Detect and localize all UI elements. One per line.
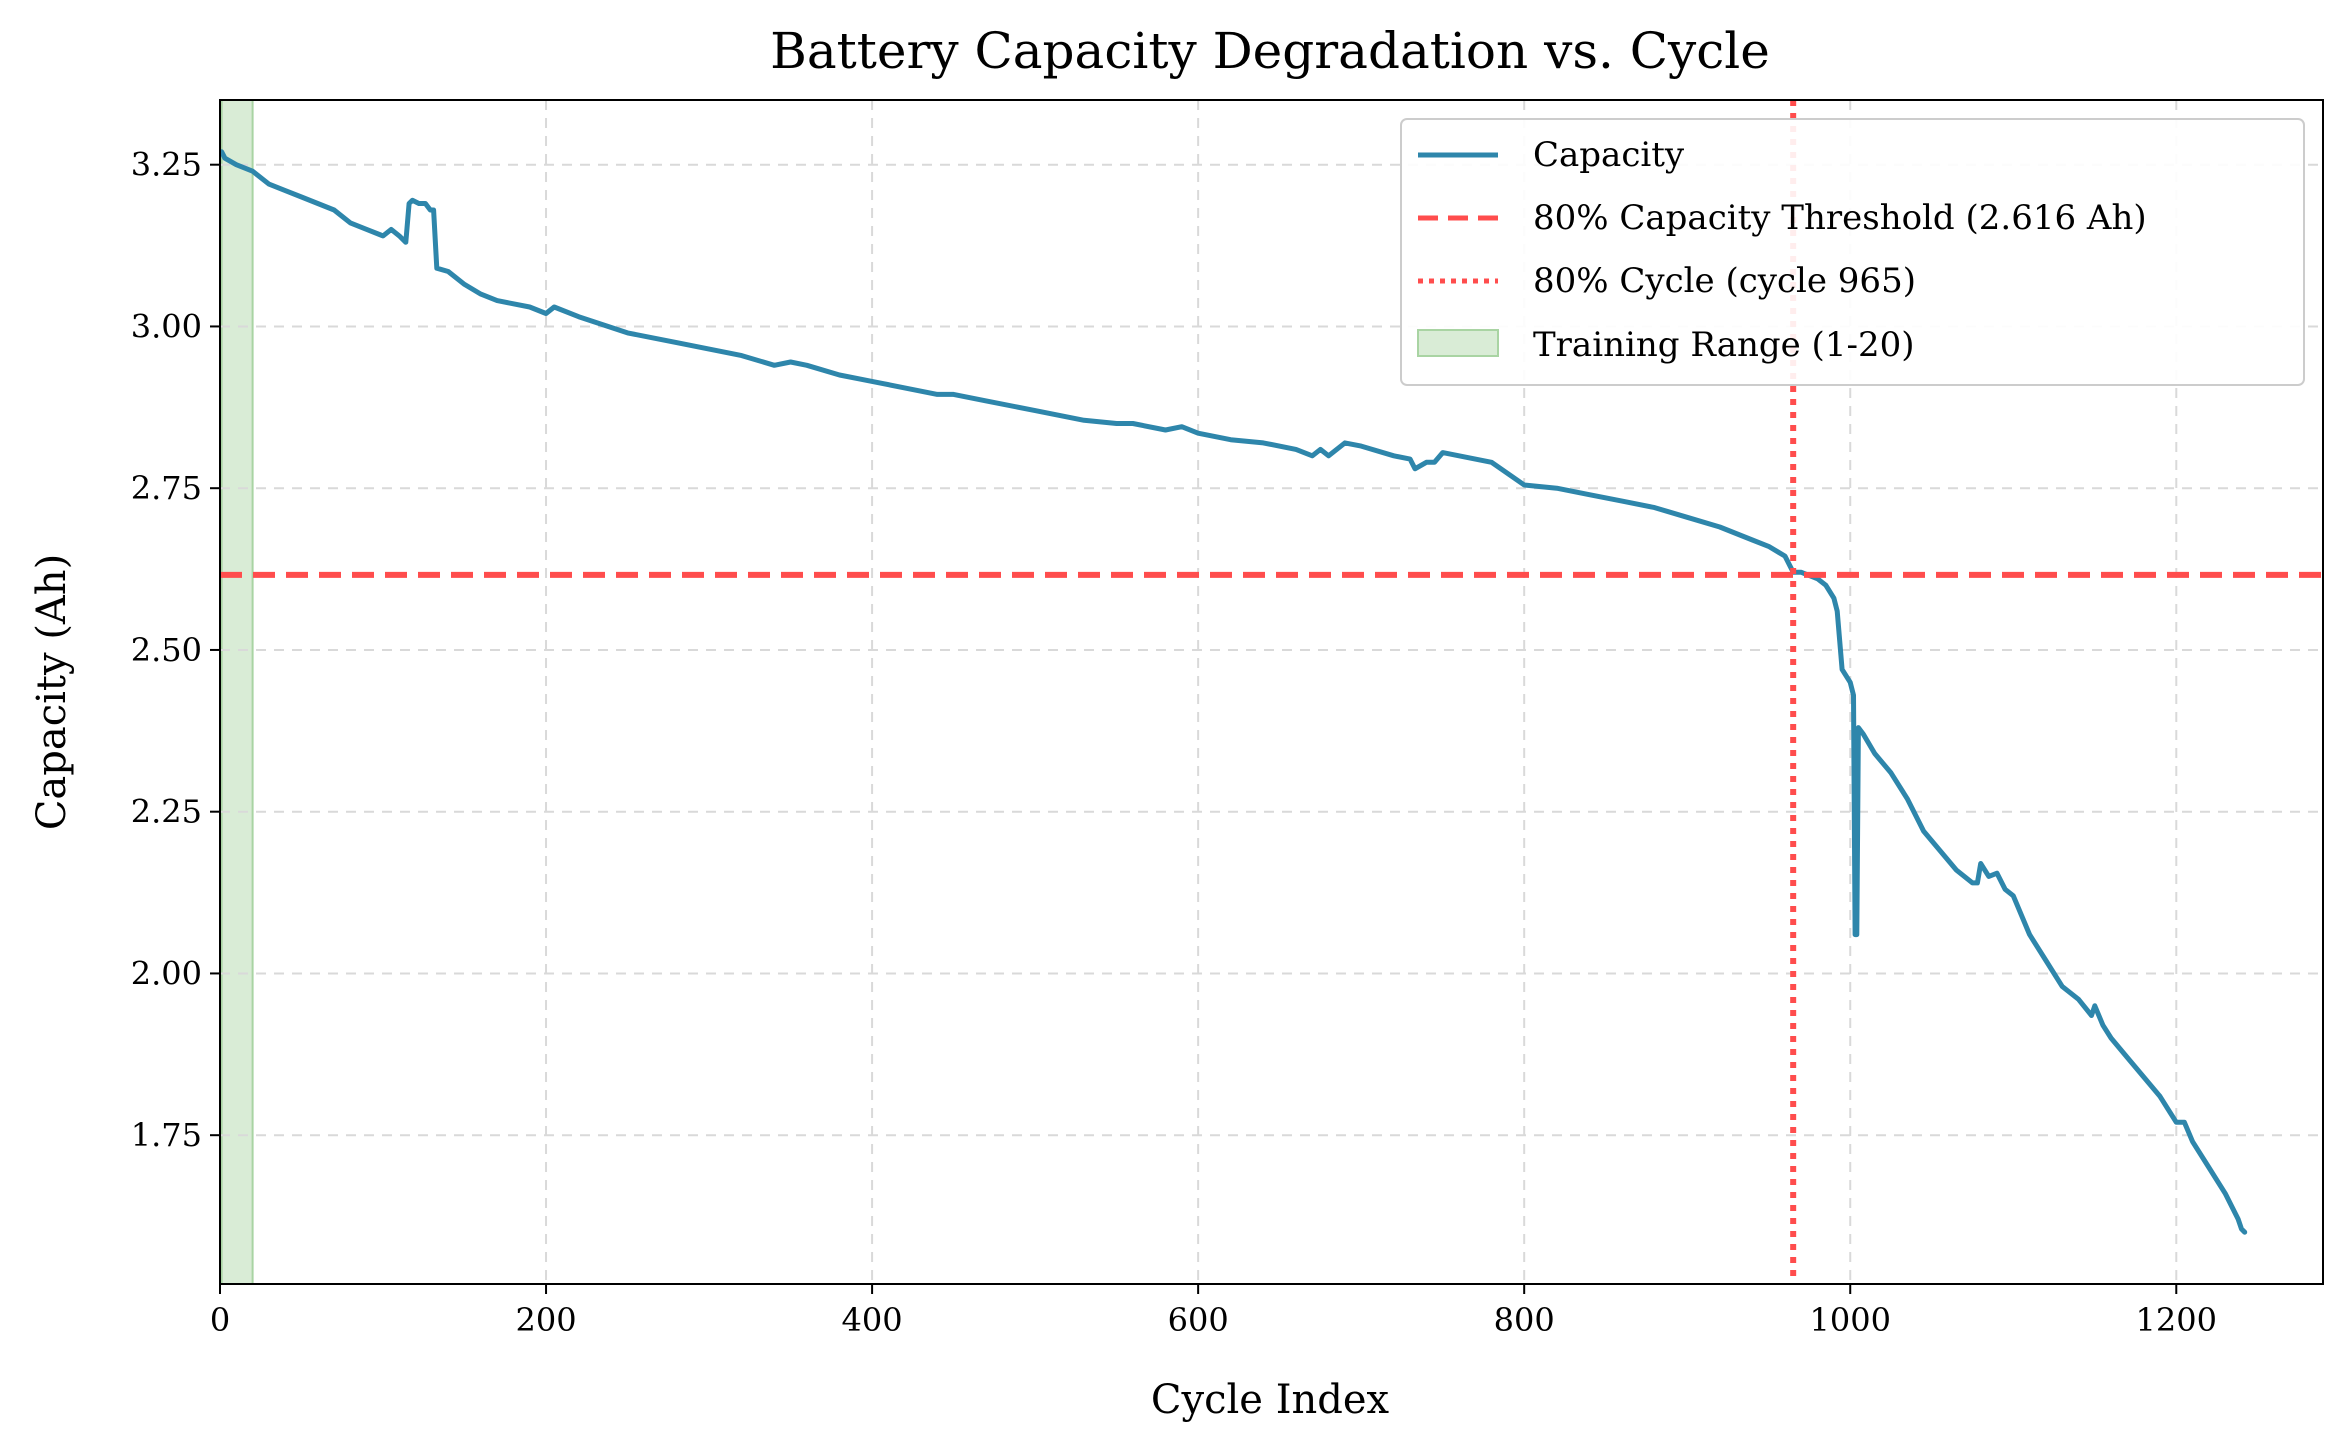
y-tick-label: 2.00 bbox=[131, 954, 202, 992]
legend-training-swatch bbox=[1417, 329, 1499, 357]
x-tick-label: 1200 bbox=[2136, 1301, 2217, 1339]
x-axis-label: Cycle Index bbox=[1151, 1377, 1390, 1423]
legend-cycle-label: 80% Cycle (cycle 965) bbox=[1533, 261, 1916, 301]
capacity-series-line bbox=[220, 149, 2248, 1235]
y-tick-label: 3.25 bbox=[131, 146, 202, 184]
y-tick-label: 2.75 bbox=[131, 469, 202, 507]
x-tick-label: 800 bbox=[1494, 1301, 1555, 1339]
x-tick-label: 1000 bbox=[1810, 1301, 1891, 1339]
x-tick-label: 400 bbox=[842, 1301, 903, 1339]
y-tick-label: 2.25 bbox=[131, 793, 202, 831]
x-tick-label: 600 bbox=[1168, 1301, 1229, 1339]
x-tick-label: 0 bbox=[210, 1301, 230, 1339]
training-range-band bbox=[220, 99, 254, 1285]
y-tick-label: 2.50 bbox=[131, 631, 202, 669]
legend-training-label: Training Range (1-20) bbox=[1533, 325, 1914, 365]
legend-frame bbox=[1400, 118, 2305, 386]
y-tick-label: 3.00 bbox=[131, 307, 202, 345]
axes-frame bbox=[219, 99, 2324, 1285]
y-axis-label: Capacity (Ah) bbox=[29, 554, 75, 830]
legend: Capacity 80% Capacity Threshold (2.616 A… bbox=[1400, 118, 2305, 386]
y-tick-label: 1.75 bbox=[131, 1116, 202, 1154]
x-tick-label: 200 bbox=[516, 1301, 577, 1339]
legend-threshold-label: 80% Capacity Threshold (2.616 Ah) bbox=[1533, 198, 2147, 238]
chart-title: Battery Capacity Degradation vs. Cycle bbox=[770, 22, 1770, 80]
legend-capacity-label: Capacity bbox=[1533, 135, 1685, 175]
